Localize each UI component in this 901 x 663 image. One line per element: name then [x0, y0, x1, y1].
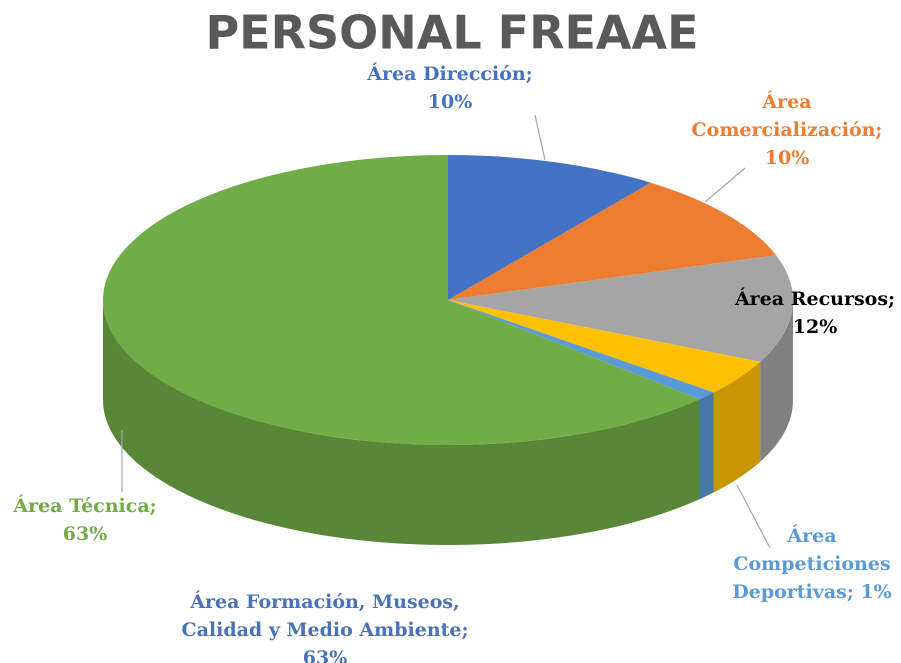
data-label: 10%	[428, 91, 473, 113]
slice	[448, 182, 777, 300]
leader-line	[704, 167, 746, 203]
slice	[448, 300, 714, 400]
side-shade	[760, 300, 794, 462]
slice-side	[699, 392, 714, 500]
slice-side	[103, 300, 700, 546]
data-label: Área Dirección;	[366, 62, 532, 85]
data-label: Calidad y Medio Ambiente;	[181, 619, 468, 641]
data-label: Área Técnica;	[12, 494, 156, 517]
data-label: Deportivas; 1%	[732, 581, 891, 603]
side-shade	[103, 300, 700, 546]
slice	[448, 300, 761, 393]
slice	[103, 155, 700, 445]
data-label: Área Recursos;	[734, 287, 895, 310]
slice	[448, 155, 651, 300]
data-label: 12%	[793, 316, 838, 338]
data-label: 63%	[303, 647, 348, 663]
data-label: Comercialización;	[692, 119, 883, 141]
side-shade	[699, 392, 714, 500]
side-shade	[713, 361, 761, 493]
data-label: Competiciones	[733, 553, 890, 575]
leader-line	[534, 114, 546, 161]
slice-side	[713, 361, 761, 493]
data-label: 63%	[63, 523, 108, 545]
data-label: Área	[761, 90, 811, 113]
leader-line	[736, 484, 771, 549]
data-label: Área	[786, 524, 836, 547]
data-label: Área Formación, Museos,	[189, 590, 459, 613]
data-label: 10%	[765, 147, 810, 169]
slice	[448, 255, 793, 362]
chart-title: PERSONAL FREAAE	[205, 6, 698, 60]
slice-side	[760, 300, 794, 462]
